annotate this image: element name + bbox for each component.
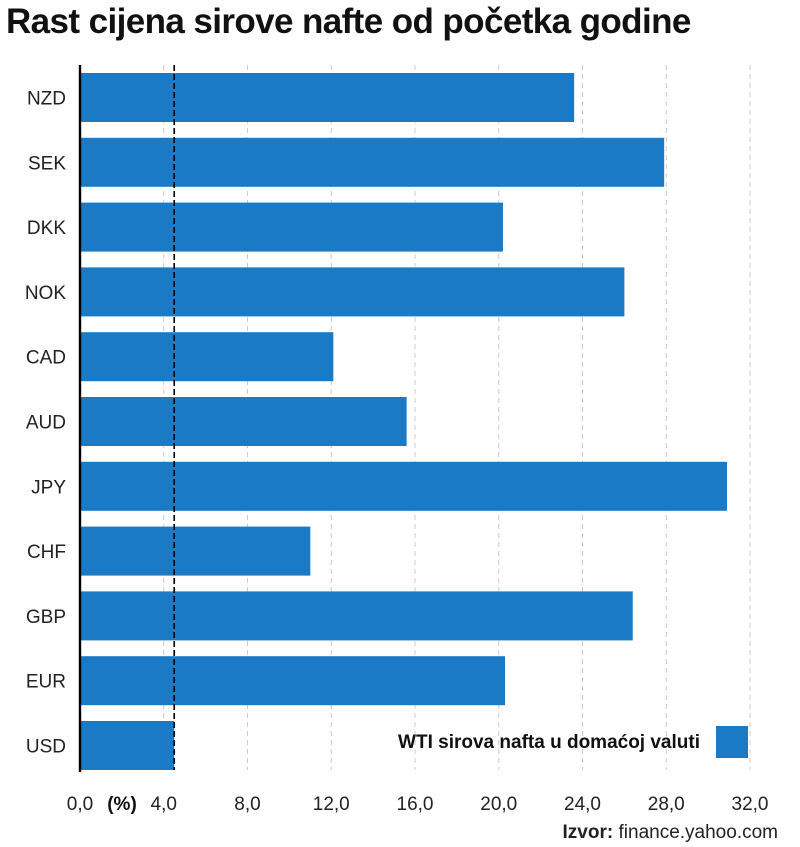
x-tick-label: 8,0 [234, 794, 260, 815]
legend-swatch [716, 726, 748, 758]
category-label: JPY [31, 477, 66, 498]
x-tick-label: 16,0 [397, 794, 434, 815]
bars [80, 73, 727, 770]
bar-nzd [80, 73, 575, 122]
source-value: finance.yahoo.com [618, 822, 779, 843]
category-label: NOK [25, 283, 67, 304]
source-label: Izvor: [562, 822, 614, 843]
category-label: CHF [27, 542, 66, 563]
category-label: CAD [26, 348, 66, 369]
category-label: USD [26, 737, 66, 758]
category-label: EUR [26, 672, 66, 693]
category-label: NZD [27, 89, 66, 110]
bar-eur [80, 656, 506, 706]
x-tick-label: 28,0 [648, 794, 685, 815]
bar-gbp [80, 591, 633, 641]
bar-chf [80, 526, 311, 576]
bar-aud [80, 397, 407, 446]
x-tick-label: 0,0 [67, 794, 93, 815]
x-tick-label: 24,0 [564, 794, 601, 815]
x-tick-label: 12,0 [313, 794, 350, 815]
x-tick-labels: 0,0 4,0 8,0 12,0 16,0 20,0 24,0 28,0 32,0 [67, 794, 769, 815]
bar-jpy [80, 461, 727, 511]
x-tick-label: 4,0 [151, 794, 177, 815]
x-tick-label: 20,0 [480, 794, 517, 815]
bar-cad [80, 332, 334, 382]
unit-label: (%) [107, 794, 137, 815]
legend: WTI sirova nafta u domaćoj valuti [398, 726, 748, 758]
category-label: DKK [27, 218, 66, 239]
legend-label: WTI sirova nafta u domaćoj valuti [398, 732, 700, 753]
category-label: AUD [26, 413, 66, 434]
source-note: Izvor: finance.yahoo.com [563, 822, 778, 844]
bar-usd [80, 721, 175, 770]
category-labels: NZD SEK DKK NOK CAD AUD JPY CHF GBP EUR USD [25, 89, 67, 758]
category-label: GBP [26, 607, 66, 628]
bar-nok [80, 267, 625, 317]
bar-sek [80, 137, 665, 187]
x-tick-label: 32,0 [732, 794, 769, 815]
bar-dkk [80, 202, 503, 252]
category-label: SEK [28, 153, 66, 174]
chart-title: Rast cijena sirove nafte od početka godi… [6, 2, 691, 41]
